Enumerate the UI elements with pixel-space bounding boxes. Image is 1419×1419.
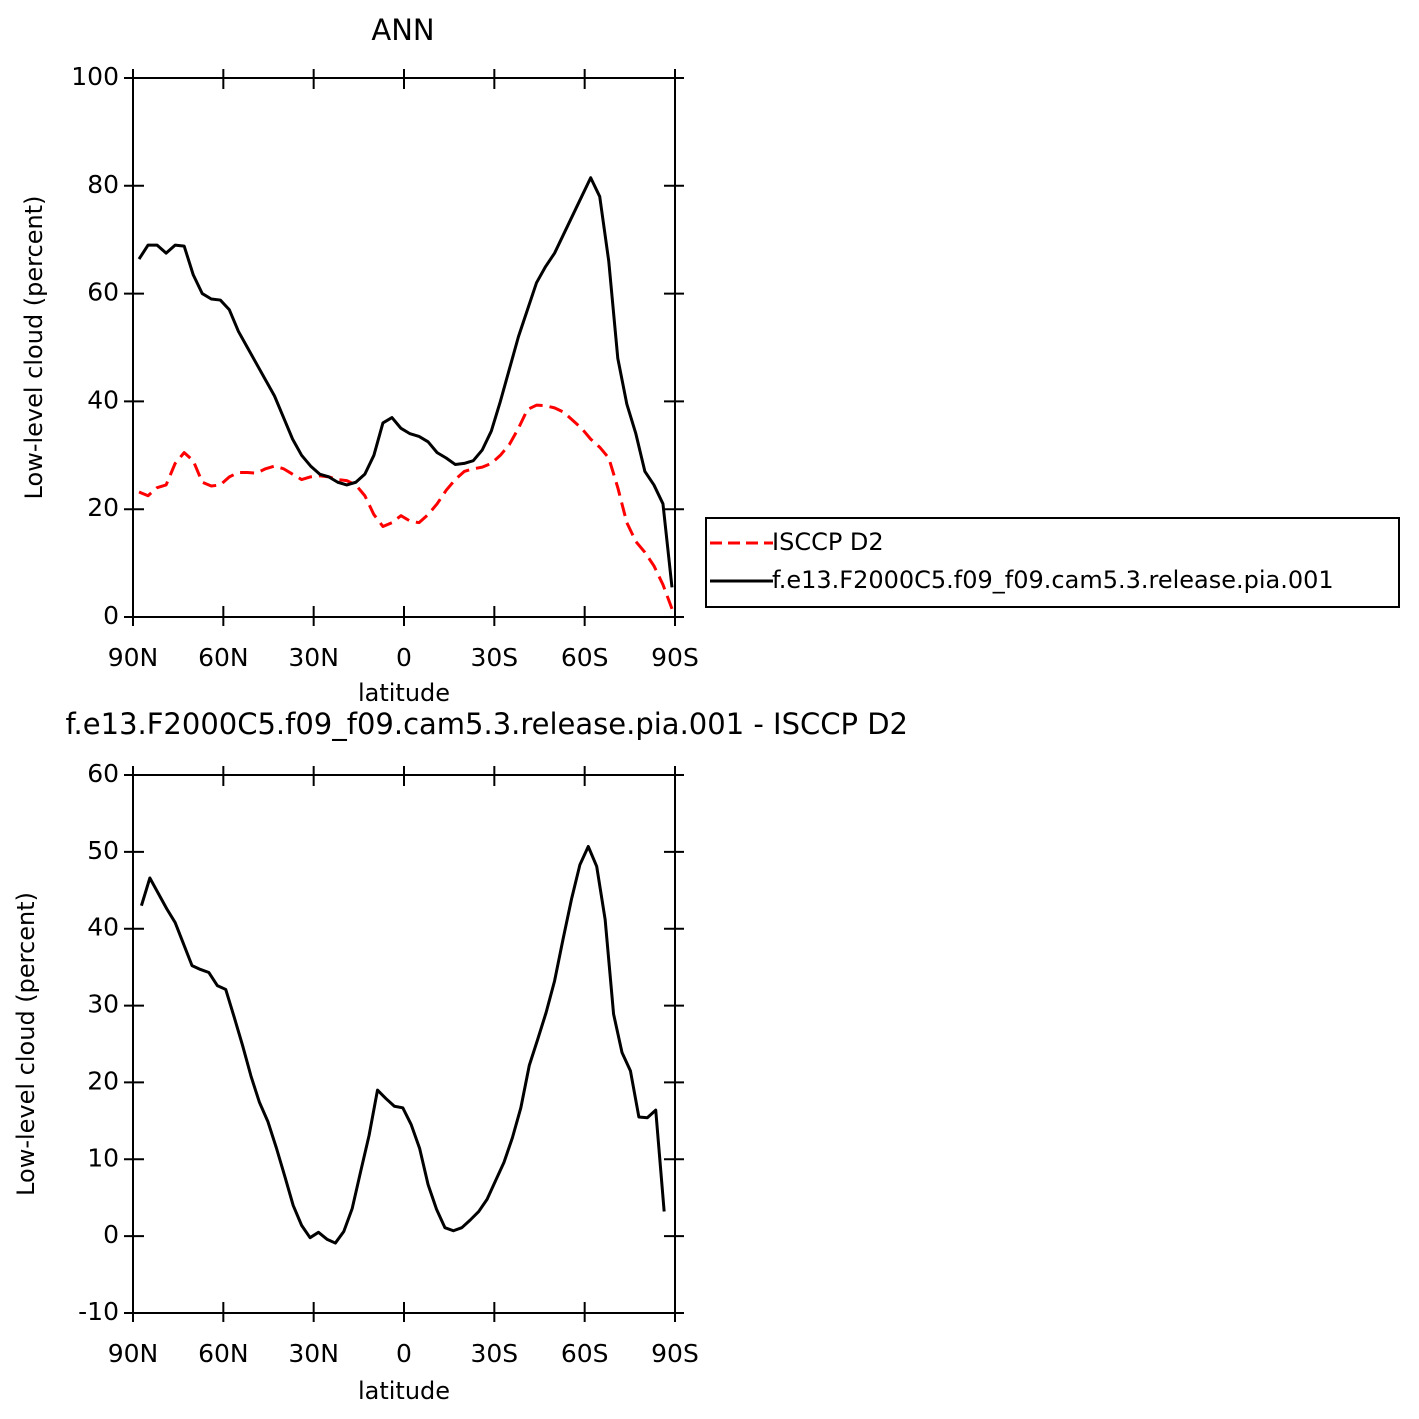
y-tick-label: 80	[87, 170, 119, 199]
data-line	[138, 403, 674, 610]
x-tick-label: 0	[396, 643, 412, 672]
x-tick-label: 90S	[651, 1339, 699, 1368]
y-tick-label: 30	[87, 990, 119, 1019]
x-tick-label: 30N	[288, 643, 339, 672]
chart-title: f.e13.F2000C5.f09_f09.cam5.3.release.pia…	[65, 707, 908, 741]
legend-label: ISCCP D2	[772, 528, 884, 556]
x-tick-label: 90N	[108, 1339, 159, 1368]
legend-label: f.e13.F2000C5.f09_f09.cam5.3.release.pia…	[772, 566, 1334, 594]
x-tick-label: 60S	[561, 1339, 609, 1368]
x-tick-label: 60N	[198, 1339, 249, 1368]
y-tick-label: 100	[71, 62, 119, 91]
x-tick-label: 90S	[651, 643, 699, 672]
x-axis-label: latitude	[358, 679, 450, 707]
y-tick-label: 20	[87, 493, 119, 522]
y-tick-label: -10	[78, 1297, 119, 1326]
x-tick-label: 30S	[470, 1339, 518, 1368]
data-line	[139, 844, 666, 1245]
y-axis-label: Low-level cloud (percent)	[20, 196, 48, 500]
y-tick-label: 0	[103, 1220, 119, 1249]
data-line	[137, 176, 674, 588]
plot-frame	[132, 77, 676, 618]
legend-box	[705, 517, 1400, 608]
y-axis-label: Low-level cloud (percent)	[12, 892, 40, 1196]
x-axis-label: latitude	[358, 1377, 450, 1405]
chart-title: ANN	[371, 13, 434, 47]
x-tick-label: 90N	[108, 643, 159, 672]
x-tick-label: 60S	[561, 643, 609, 672]
y-tick-label: 60	[87, 759, 119, 788]
y-tick-label: 40	[87, 913, 119, 942]
y-tick-label: 60	[87, 278, 119, 307]
y-tick-label: 0	[103, 601, 119, 630]
y-tick-label: 50	[87, 836, 119, 865]
x-tick-label: 0	[396, 1339, 412, 1368]
x-tick-label: 30N	[288, 1339, 339, 1368]
y-tick-label: 20	[87, 1066, 119, 1095]
y-tick-label: 10	[87, 1143, 119, 1172]
y-tick-label: 40	[87, 385, 119, 414]
x-tick-label: 60N	[198, 643, 249, 672]
plot-frame	[132, 774, 676, 1314]
x-tick-label: 30S	[470, 643, 518, 672]
